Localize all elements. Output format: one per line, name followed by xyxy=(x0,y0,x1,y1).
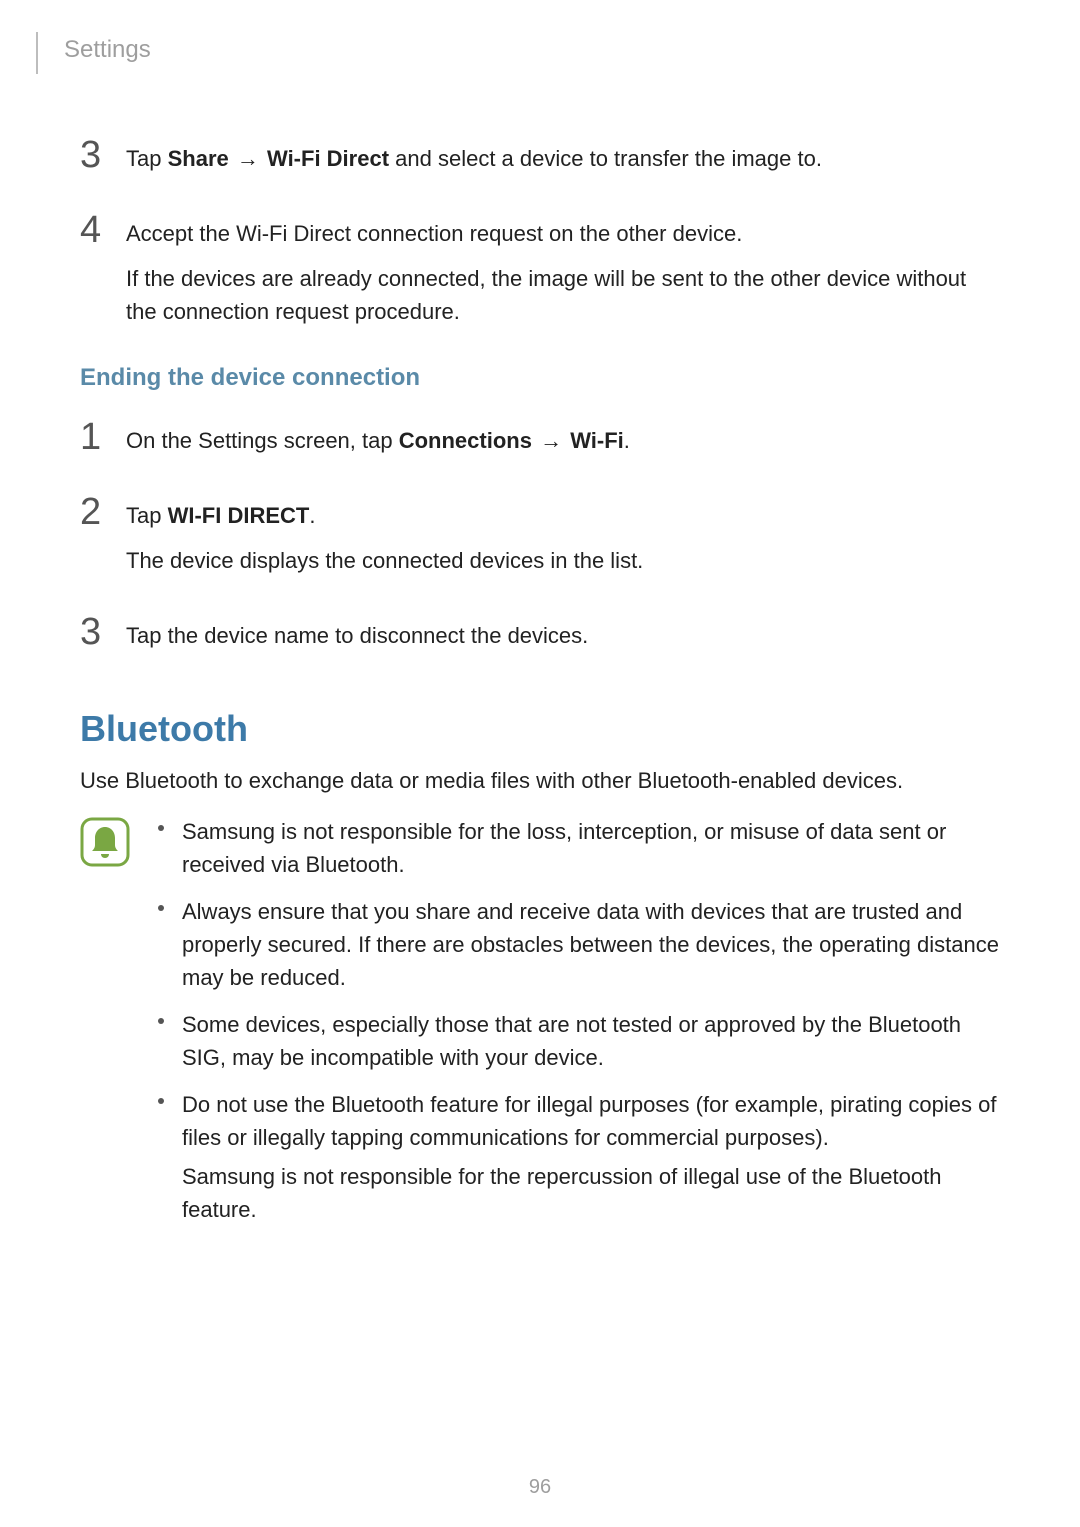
step-body: Tap WI-FI DIRECT. The device displays th… xyxy=(126,493,1000,589)
page-number: 96 xyxy=(0,1476,1080,1499)
bell-icon xyxy=(80,817,130,867)
text-fragment: Tap xyxy=(126,503,168,528)
section-intro: Use Bluetooth to exchange data or media … xyxy=(80,764,1000,797)
bullet-icon xyxy=(158,825,164,831)
bullet-icon xyxy=(158,1098,164,1104)
list-item-text: Some devices, especially those that are … xyxy=(182,1008,1000,1074)
text-strong: Connections xyxy=(399,428,532,453)
text-fragment: Tap xyxy=(126,146,168,171)
list-item: Always ensure that you share and receive… xyxy=(152,895,1000,994)
bullet-icon xyxy=(158,905,164,911)
page: Settings 3 Tap Share → Wi-Fi Direct and … xyxy=(0,0,1080,1527)
step-number: 3 xyxy=(80,613,126,651)
list-item-text: Always ensure that you share and receive… xyxy=(182,895,1000,994)
section-heading: Bluetooth xyxy=(80,708,1000,750)
text-fragment xyxy=(229,146,235,171)
info-list: Samsung is not responsible for the loss,… xyxy=(152,815,1000,1240)
list-item-text: Samsung is not responsible for the reper… xyxy=(182,1160,1000,1226)
page-header: Settings xyxy=(36,32,1000,64)
list-item-text: Do not use the Bluetooth feature for ill… xyxy=(182,1088,1000,1154)
step-number: 4 xyxy=(80,211,126,249)
step-text: If the devices are already connected, th… xyxy=(126,262,1000,328)
text-fragment: . xyxy=(309,503,315,528)
header-rule xyxy=(36,32,38,74)
step-item: 3 Tap the device name to disconnect the … xyxy=(80,613,1000,664)
text-strong: Share xyxy=(168,146,229,171)
arrow-icon: → xyxy=(538,428,564,453)
breadcrumb: Settings xyxy=(36,32,1000,64)
step-text: Tap the device name to disconnect the de… xyxy=(126,619,1000,652)
step-item: 4 Accept the Wi-Fi Direct connection req… xyxy=(80,211,1000,340)
step-item: 1 On the Settings screen, tap Connection… xyxy=(80,418,1000,469)
list-item: Samsung is not responsible for the loss,… xyxy=(152,815,1000,881)
step-text: The device displays the connected device… xyxy=(126,544,1000,577)
text-strong: Wi-Fi xyxy=(570,428,624,453)
step-text: Accept the Wi-Fi Direct connection reque… xyxy=(126,217,1000,250)
bullet-icon xyxy=(158,1018,164,1024)
step-number: 2 xyxy=(80,493,126,531)
text-fragment: . xyxy=(624,428,630,453)
text-strong: Wi-Fi Direct xyxy=(267,146,389,171)
step-number: 3 xyxy=(80,136,126,174)
step-body: On the Settings screen, tap Connections … xyxy=(126,418,1000,469)
text-strong: WI-FI DIRECT xyxy=(168,503,310,528)
step-item: 3 Tap Share → Wi-Fi Direct and select a … xyxy=(80,136,1000,187)
step-body: Tap Share → Wi-Fi Direct and select a de… xyxy=(126,136,1000,187)
list-item: Do not use the Bluetooth feature for ill… xyxy=(152,1088,1000,1226)
step-body: Accept the Wi-Fi Direct connection reque… xyxy=(126,211,1000,340)
text-fragment: and select a device to transfer the imag… xyxy=(389,146,822,171)
info-block: Samsung is not responsible for the loss,… xyxy=(80,815,1000,1240)
subheading: Ending the device connection xyxy=(80,364,1000,392)
step-number: 1 xyxy=(80,418,126,456)
arrow-icon: → xyxy=(235,146,261,171)
step-item: 2 Tap WI-FI DIRECT. The device displays … xyxy=(80,493,1000,589)
text-fragment: On the Settings screen, tap xyxy=(126,428,399,453)
step-body: Tap the device name to disconnect the de… xyxy=(126,613,1000,664)
list-item: Some devices, especially those that are … xyxy=(152,1008,1000,1074)
list-item-text: Samsung is not responsible for the loss,… xyxy=(182,815,1000,881)
